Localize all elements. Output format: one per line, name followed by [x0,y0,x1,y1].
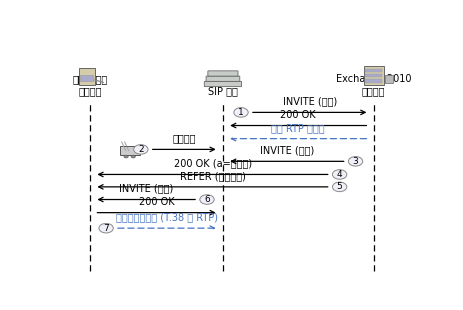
Text: SIP 對等: SIP 對等 [208,86,238,96]
FancyBboxPatch shape [206,76,240,81]
Circle shape [234,108,248,117]
Text: 7: 7 [103,224,109,233]
Bar [79,68,94,85]
Text: 2: 2 [138,145,144,154]
Circle shape [99,224,113,233]
Bar [365,69,382,72]
Circle shape [200,195,214,204]
Circle shape [134,144,148,154]
Text: 200 OK: 200 OK [139,197,175,207]
Text: 4: 4 [337,170,343,179]
Bar [385,75,393,82]
Text: INVITE (語音): INVITE (語音) [282,96,337,106]
Text: 200 OK (a=僅傳送): 200 OK (a=僅傳送) [174,158,251,169]
Text: 6: 6 [204,195,210,204]
Text: INVITE (語音): INVITE (語音) [260,145,314,155]
FancyBboxPatch shape [204,81,242,86]
Bar [80,75,93,81]
Text: 雙向媒體資料流 (T.38 或 RTP): 雙向媒體資料流 (T.38 或 RTP) [116,212,218,222]
Bar [365,74,382,77]
Circle shape [131,155,135,158]
Circle shape [348,157,363,166]
FancyBboxPatch shape [208,71,238,76]
Bar [364,66,383,85]
Text: INVITE (傳真): INVITE (傳真) [119,184,173,193]
Text: 3: 3 [353,157,358,166]
Text: 5: 5 [337,182,343,191]
Text: 協力程式傳真
解決方案: 協力程式傳真 解決方案 [73,74,108,96]
Bar [365,79,382,82]
Text: 1: 1 [238,108,244,117]
Text: Exchange 2010
整合通訊: Exchange 2010 整合通訊 [336,74,412,96]
Bar [120,146,139,155]
Text: 雙向 RTP 資料流: 雙向 RTP 資料流 [271,123,325,133]
Text: REFER (傳真端點): REFER (傳真端點) [180,171,245,181]
Circle shape [332,170,347,179]
Circle shape [332,182,347,192]
Text: 200 OK: 200 OK [281,109,316,120]
Circle shape [124,155,128,158]
Text: 傳入傳真: 傳入傳真 [172,133,196,144]
